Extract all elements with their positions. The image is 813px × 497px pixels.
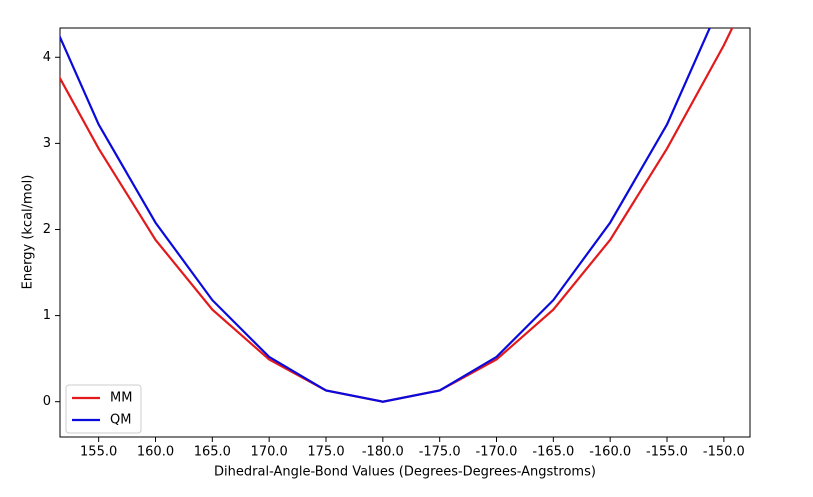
series-line (60, 28, 734, 403)
legend-label: MM (110, 391, 132, 406)
x-tick-label: 160.0 (137, 445, 174, 460)
x-axis-label: Dihedral-Angle-Bond Values (Degrees-Degr… (214, 465, 596, 480)
series-line (60, 28, 711, 403)
x-tick-label: 170.0 (251, 445, 288, 460)
legend-label: QM (110, 413, 131, 428)
y-tick-label: 2 (43, 222, 51, 237)
y-tick-label: 0 (43, 394, 51, 409)
x-tick-label: -150.0 (703, 445, 745, 460)
x-tick-label: 155.0 (80, 445, 117, 460)
x-tick-label: -155.0 (646, 445, 688, 460)
x-tick-label: -180.0 (362, 445, 404, 460)
x-tick-label: -165.0 (532, 445, 574, 460)
y-tick-label: 4 (43, 50, 51, 65)
x-tick-label: 175.0 (307, 445, 344, 460)
plot-frame (59, 27, 751, 438)
x-tick-label: -160.0 (589, 445, 631, 460)
x-tick-label: -175.0 (419, 445, 461, 460)
y-tick-label: 3 (43, 136, 51, 151)
y-tick-label: 1 (43, 308, 51, 323)
y-axis-label: Energy (kcal/mol) (21, 175, 36, 290)
x-tick-label: -170.0 (476, 445, 518, 460)
x-tick-label: 165.0 (194, 445, 231, 460)
lines (60, 28, 734, 403)
